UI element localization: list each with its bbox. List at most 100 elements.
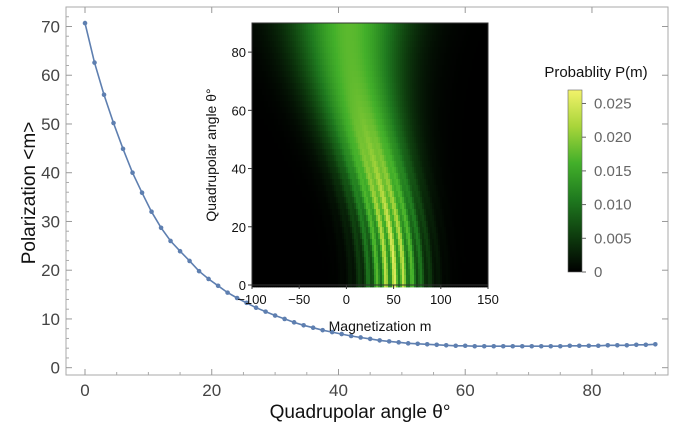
heatmap-cell <box>454 95 457 102</box>
heatmap-cell <box>444 119 447 126</box>
heatmap-cell <box>462 119 465 126</box>
heatmap-cell <box>456 209 459 216</box>
heatmap-cell <box>458 185 461 192</box>
heatmap-cell <box>336 251 339 258</box>
heatmap-cell <box>282 149 285 156</box>
heatmap-cell <box>404 197 407 204</box>
heatmap-cell <box>364 191 367 198</box>
heatmap-cell <box>374 173 377 180</box>
heatmap-cell <box>450 101 453 108</box>
heatmap-cell <box>416 191 419 198</box>
heatmap-cell <box>442 35 445 42</box>
heatmap-cell <box>454 173 457 180</box>
heatmap-cell <box>394 113 397 120</box>
heatmap-cell <box>306 101 309 108</box>
heatmap-cell <box>290 83 293 90</box>
heatmap-cell <box>362 131 365 138</box>
heatmap-cell <box>304 137 307 144</box>
heatmap-cell <box>342 137 345 144</box>
heatmap-cell <box>428 251 431 258</box>
heatmap-cell <box>434 23 437 30</box>
heatmap-cell <box>348 245 351 252</box>
heatmap-cell <box>382 257 385 264</box>
heatmap-cell <box>294 77 297 84</box>
heatmap-cell <box>316 89 319 96</box>
heatmap-cell <box>454 23 457 30</box>
heatmap-cell <box>452 71 455 78</box>
heatmap-cell <box>284 233 287 240</box>
heatmap-cell <box>346 155 349 162</box>
heatmap-cell <box>354 113 357 120</box>
heatmap-cell <box>356 179 359 186</box>
heatmap-cell <box>302 185 305 192</box>
heatmap-cell <box>408 221 411 228</box>
heatmap-cell <box>310 215 313 222</box>
heatmap-cell <box>432 125 435 132</box>
heatmap-cell <box>318 215 321 222</box>
heatmap-cell <box>258 65 261 72</box>
heatmap-cell <box>438 59 441 66</box>
heatmap-cell <box>420 29 423 36</box>
heatmap-cell <box>304 83 307 90</box>
heatmap-cell <box>326 89 329 96</box>
heatmap-cell <box>370 53 373 60</box>
heatmap-cell <box>408 101 411 108</box>
heatmap-cell <box>342 53 345 60</box>
heatmap-cell <box>408 245 411 252</box>
heatmap-cell <box>308 125 311 132</box>
heatmap-cell <box>422 197 425 204</box>
heatmap-cell <box>288 221 291 228</box>
heatmap-cell <box>252 113 255 120</box>
heatmap-cell <box>354 71 357 78</box>
heatmap-cell <box>454 215 457 222</box>
heatmap-cell <box>310 173 313 180</box>
heatmap-cell <box>330 245 333 252</box>
heatmap-cell <box>336 203 339 210</box>
heatmap-cell <box>456 23 459 30</box>
heatmap-cell <box>462 101 465 108</box>
heatmap-cell <box>304 77 307 84</box>
heatmap-cell <box>268 245 271 252</box>
heatmap-cell <box>352 143 355 150</box>
heatmap-cell <box>292 269 295 276</box>
heatmap-cell <box>330 131 333 138</box>
heatmap-cell <box>294 53 297 60</box>
heatmap-cell <box>388 185 391 192</box>
heatmap-cell <box>346 179 349 186</box>
heatmap-cell <box>450 113 453 120</box>
heatmap-cell <box>358 23 361 30</box>
heatmap-cell <box>384 83 387 90</box>
heatmap-cell <box>278 23 281 30</box>
heatmap-cell <box>286 269 289 276</box>
heatmap-cell <box>468 119 471 126</box>
heatmap-cell <box>288 113 291 120</box>
heatmap-cell <box>420 203 423 210</box>
heatmap-cell <box>314 179 317 186</box>
heatmap-cell <box>326 209 329 216</box>
heatmap-cell <box>288 161 291 168</box>
heatmap-cell <box>264 185 267 192</box>
heatmap-cell <box>266 239 269 246</box>
heatmap-cell <box>332 131 335 138</box>
heatmap-cell <box>414 119 417 126</box>
heatmap-cell <box>306 41 309 48</box>
heatmap-cell <box>276 281 279 288</box>
heatmap-cell <box>332 227 335 234</box>
heatmap-cell <box>430 155 433 162</box>
heatmap-cell <box>346 113 349 120</box>
heatmap-cell <box>418 35 421 42</box>
heatmap-cell <box>324 227 327 234</box>
heatmap-cell <box>350 137 353 144</box>
heatmap-cell <box>282 173 285 180</box>
heatmap-cell <box>332 59 335 66</box>
heatmap-cell <box>466 233 469 240</box>
heatmap-cell <box>388 23 391 30</box>
heatmap-cell <box>320 185 323 192</box>
heatmap-cell <box>324 53 327 60</box>
heatmap-cell <box>442 197 445 204</box>
heatmap-cell <box>350 119 353 126</box>
heatmap-cell <box>358 161 361 168</box>
heatmap-cell <box>262 113 265 120</box>
heatmap-cell <box>350 263 353 270</box>
heatmap-cell <box>266 263 269 270</box>
